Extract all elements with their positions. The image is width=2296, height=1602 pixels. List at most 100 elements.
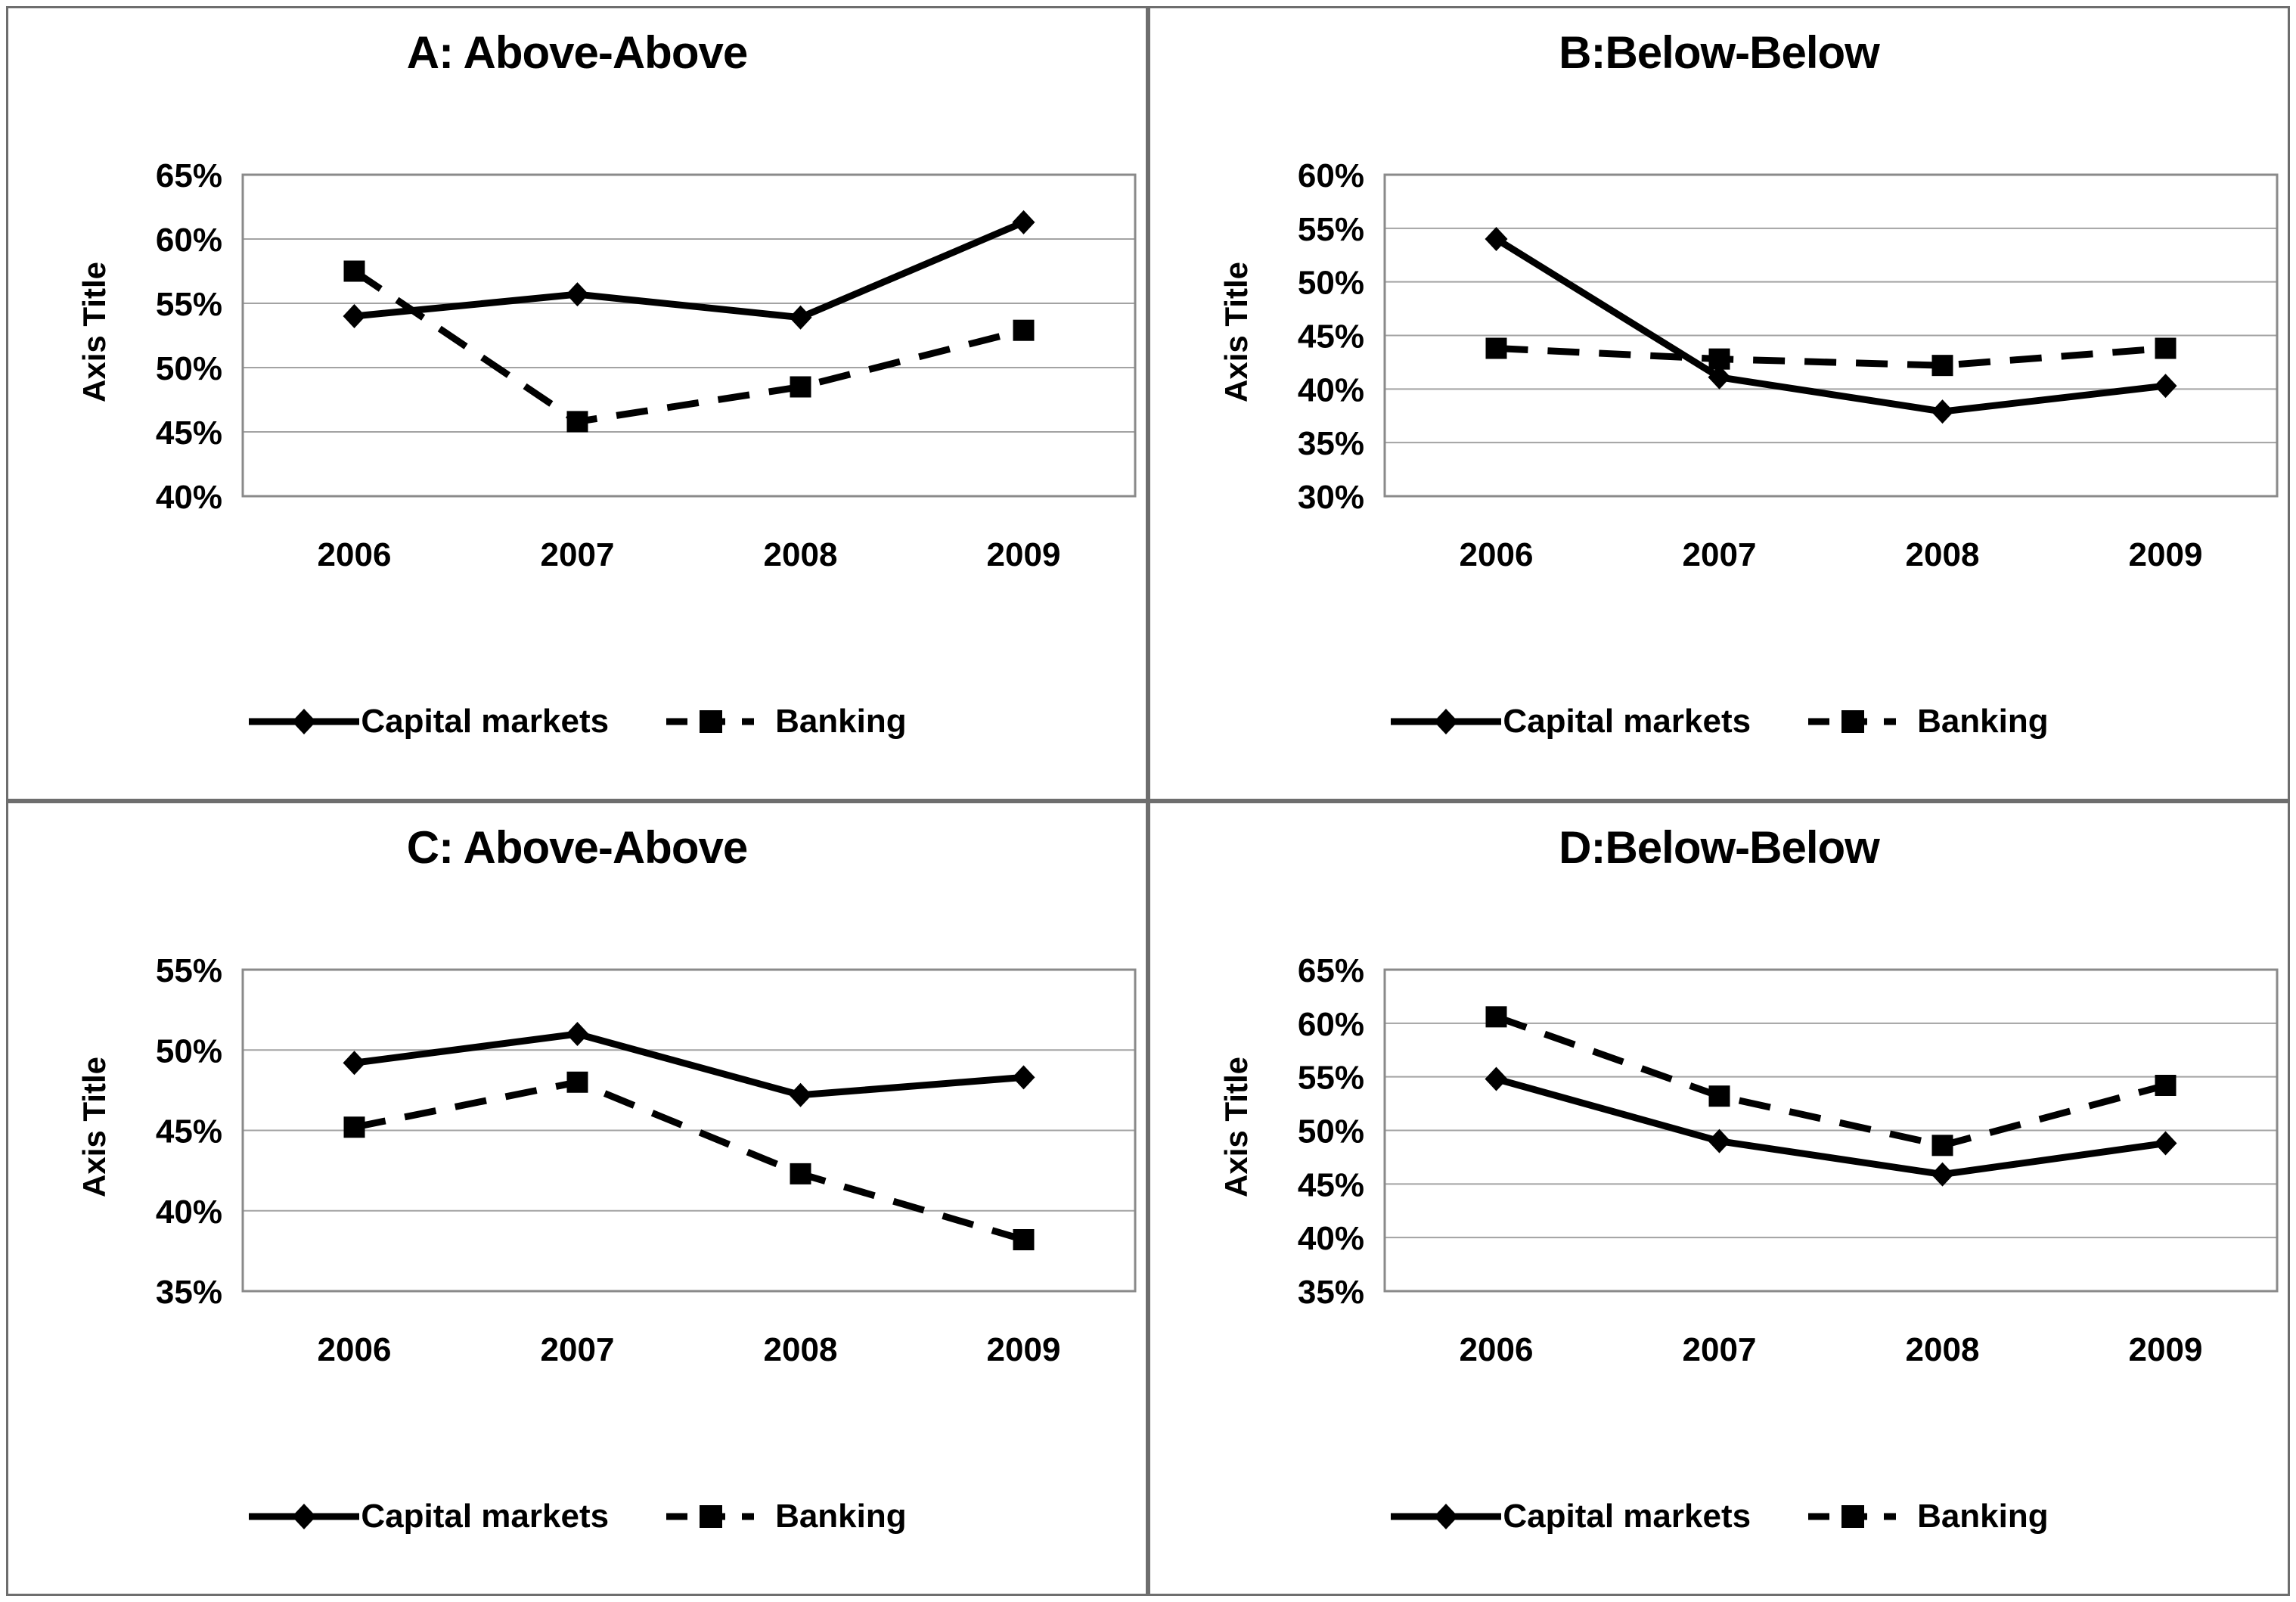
x-tick-label: 2006 — [1460, 1331, 1534, 1368]
diamond-marker — [2154, 1131, 2177, 1156]
legend-label-banking: Banking — [775, 1498, 907, 1535]
x-tick-label: 2006 — [1460, 536, 1534, 573]
x-tick-label: 2009 — [2129, 536, 2203, 573]
legend-label-capital-markets: Capital markets — [361, 703, 610, 740]
series-line-solid — [354, 219, 1025, 321]
banking-line-icon — [1807, 706, 1897, 737]
y-tick-label: 55% — [1298, 1060, 1364, 1097]
legend: Capital markets Banking — [8, 703, 1146, 740]
y-tick-label: 45% — [1298, 318, 1364, 355]
plot-border — [241, 968, 1137, 1293]
diamond-marker — [1931, 1162, 1954, 1187]
chart-panel-b: B:Below-Below Axis Title 30% 35% 40% 45% 50%… — [1148, 6, 2290, 801]
series-line-dashed — [1496, 345, 2166, 369]
diamond-marker — [1708, 1129, 1731, 1153]
legend: Capital markets Banking — [1150, 703, 2288, 740]
series-line-solid — [353, 1030, 1024, 1099]
x-tick-label: 2009 — [987, 536, 1061, 573]
banking-line-icon — [1807, 1501, 1897, 1532]
y-tick-label: 40% — [156, 479, 222, 516]
chart-panel-a: A: Above-Above Axis Title 40% 45% 50% 55% 60… — [6, 6, 1148, 801]
series-line-solid — [1494, 236, 2167, 415]
square-marker — [1931, 1135, 1953, 1156]
chart-title: C: Above-Above — [406, 822, 748, 873]
y-tick-label: 35% — [156, 1274, 222, 1311]
capital-markets-line-icon — [1389, 706, 1503, 737]
square-marker — [566, 1071, 588, 1093]
plot-border — [1383, 173, 2279, 498]
y-tick-label: 35% — [1298, 1274, 1364, 1311]
diamond-marker — [1708, 365, 1731, 390]
y-tick-label: 50% — [156, 350, 222, 387]
banking-line-icon — [665, 706, 756, 737]
series-line-dashed — [352, 268, 1025, 426]
square-marker — [1485, 1006, 1507, 1028]
square-marker — [2155, 1075, 2177, 1096]
capital-markets-line-icon — [247, 706, 361, 737]
y-tick-label: 55% — [156, 952, 222, 989]
x-tick-label: 2008 — [764, 1331, 838, 1368]
y-tick-label: 65% — [156, 157, 222, 194]
legend-label-banking: Banking — [1917, 1498, 2049, 1535]
figure-grid: A: Above-Above Axis Title 40% 45% 50% 55% 60… — [6, 6, 2290, 1596]
square-marker — [566, 411, 588, 433]
series-line-dashed — [1494, 1014, 2167, 1149]
square-marker — [1708, 1085, 1730, 1107]
chart-panel-c: C: Above-Above Axis Title 35% 40% 45% 50% 55… — [6, 801, 1148, 1596]
y-tick-label: 30% — [1298, 479, 1364, 516]
diamond-marker — [789, 305, 812, 330]
diamond-marker — [1931, 399, 1954, 424]
chart-title: D:Below-Below — [1559, 822, 1880, 873]
square-marker — [2155, 337, 2177, 359]
legend-label-banking: Banking — [775, 703, 907, 740]
square-marker — [1708, 348, 1730, 370]
square-marker — [343, 1116, 365, 1138]
plot-border — [1383, 968, 2279, 1293]
diamond-marker — [566, 1022, 589, 1046]
plot-border — [241, 173, 1137, 498]
plot-area: 35% 40% 45% 50% 55% 2006 2007 2008 2009 — [156, 952, 1137, 1368]
x-tick-label: 2009 — [2129, 1331, 2203, 1368]
x-tick-label: 2006 — [318, 1331, 392, 1368]
x-tick-label: 2007 — [1683, 1331, 1757, 1368]
x-tick-label: 2006 — [318, 536, 392, 573]
square-marker — [790, 376, 811, 398]
capital-markets-line-icon — [247, 1501, 361, 1532]
plot-area: 40% 45% 50% 55% 60% 65% 2006 2007 2008 2009 — [156, 157, 1137, 573]
legend-label-capital-markets: Capital markets — [1503, 703, 1751, 740]
y-tick-label: 60% — [1298, 1006, 1364, 1043]
y-tick-label: 45% — [156, 414, 222, 452]
legend-label-capital-markets: Capital markets — [361, 1498, 610, 1535]
banking-line-icon — [665, 1501, 756, 1532]
y-tick-label: 50% — [1298, 1113, 1364, 1150]
legend: Capital markets Banking — [8, 1498, 1146, 1535]
diamond-marker — [566, 282, 589, 307]
series-line-dashed — [353, 1079, 1025, 1243]
square-marker — [343, 260, 365, 282]
diamond-marker — [343, 1051, 366, 1076]
y-tick-label: 60% — [1298, 157, 1364, 194]
legend-label-banking: Banking — [1917, 703, 2049, 740]
y-tick-label: 65% — [1298, 952, 1364, 989]
x-tick-label: 2007 — [1683, 536, 1757, 573]
y-tick-label: 40% — [156, 1194, 222, 1231]
x-tick-label: 2008 — [1906, 1331, 1980, 1368]
diamond-marker — [1485, 1066, 1508, 1091]
diamond-marker — [1012, 210, 1035, 234]
plot-area: 35% 40% 45% 50% 55% 60% 65% 2006 2007 2008 2009 — [1298, 952, 2279, 1368]
chart-panel-d: D:Below-Below Axis Title 35% 40% 45% 50% 55%… — [1148, 801, 2290, 1596]
y-tick-label: 55% — [1298, 211, 1364, 248]
square-marker — [1013, 319, 1035, 341]
y-tick-label: 40% — [1298, 1220, 1364, 1257]
capital-markets-line-icon — [1389, 1501, 1503, 1532]
diamond-marker — [1485, 227, 1508, 251]
diamond-marker — [789, 1082, 812, 1107]
diamond-marker — [1012, 1065, 1035, 1090]
x-tick-label: 2008 — [764, 536, 838, 573]
x-tick-label: 2008 — [1906, 536, 1980, 573]
y-tick-label: 60% — [156, 222, 222, 259]
y-tick-label: 50% — [1298, 265, 1364, 302]
plot-area: 30% 35% 40% 45% 50% 55% 60% 2006 2007 2008 2009 — [1298, 157, 2279, 573]
legend: Capital markets Banking — [1150, 1498, 2288, 1535]
x-tick-label: 2007 — [541, 536, 615, 573]
